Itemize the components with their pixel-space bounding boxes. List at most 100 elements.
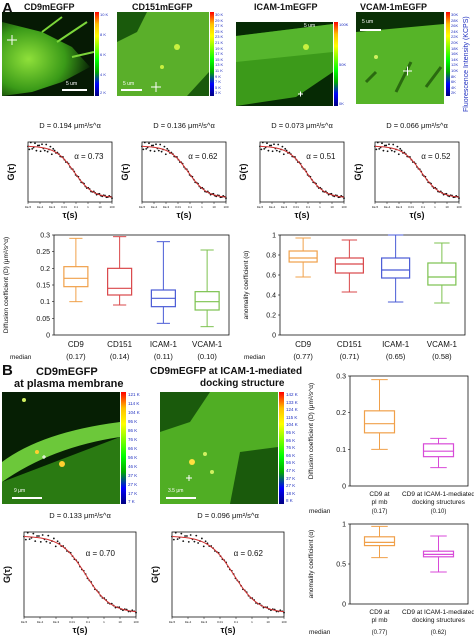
fcs-data-point [376, 141, 379, 144]
category-label: CD9 [68, 340, 85, 349]
fcs-data-point [52, 147, 55, 150]
fcs-fit-line [27, 145, 113, 198]
fcs-ylabel: G(τ) [6, 163, 16, 180]
fcs-fit-line [171, 536, 285, 613]
fcs-xtick-label: 1E-4 [37, 205, 44, 209]
cbar-tick: 104 K [286, 422, 298, 428]
fcs-xtick-label: 1E-4 [384, 205, 391, 209]
cbar-tick: 95 K [286, 430, 296, 435]
fcs-data-point [50, 153, 53, 156]
median-value-label: (0.11) [154, 352, 174, 361]
fcs-data-point [174, 531, 177, 534]
fcs-xtick-label: 0.1 [421, 205, 426, 209]
plot-frame [349, 523, 469, 605]
fcs-xtick-label: 0.1 [86, 620, 91, 624]
fcs-data-point [56, 540, 59, 543]
fcs-data-point [193, 540, 196, 543]
fcs-plot-frame [374, 141, 460, 203]
ytick-label: 0.05 [36, 316, 50, 323]
fcs-diffusion-label: D = 0.073 μm²/s^α [271, 121, 333, 130]
fcs-data-point [49, 542, 52, 544]
fcs-data-point [273, 143, 275, 146]
fcs-diffusion-label: D = 0.066 μm²/s^α [386, 121, 448, 130]
fcs-xtick-label: 1E-3 [49, 205, 56, 209]
image-title-b1-line2: at plasma membrane [14, 378, 124, 390]
fcs-data-point [197, 542, 200, 544]
fcs-xtick-label: 1E-3 [53, 620, 60, 624]
fcs-xtick-label: 0.01 [217, 620, 223, 624]
y-axis-label: Diffusion coefficient (D) (μm²/s^α) [3, 237, 10, 333]
fcs-xtick-label: 1E-4 [151, 205, 158, 209]
scalebar-label-icam1: 5 um [304, 23, 316, 29]
fcs-alpha-label: α = 0.70 [86, 549, 116, 558]
cbar-tick: 66 K [286, 452, 296, 458]
cbar-tick: 29 K [215, 17, 224, 23]
colorbar-labels-cd151: 30 K 29 K 27 K 25 K 23 K 21 K 19 K 17 K … [215, 12, 225, 96]
cbar-tick: 21 K [215, 40, 224, 45]
fcs-data-point [375, 148, 378, 151]
fcs-data-point [261, 141, 264, 144]
fcs-fit-line [23, 536, 137, 613]
fcs-xlabel: τ(s) [220, 625, 235, 635]
ytick-label: 0.3 [40, 233, 50, 240]
cbar-tick: 66 K [128, 446, 138, 451]
fcs-xlabel: τ(s) [409, 210, 424, 220]
cbar-tick: 18K [451, 45, 459, 51]
micrograph-icam1: 5 um [236, 22, 333, 106]
cbar-tick: 4K [451, 84, 456, 90]
median-value-label: (0.10) [431, 509, 447, 515]
fcs-data-point [31, 147, 34, 150]
cbar-tick: 0K [339, 101, 344, 106]
cbar-tick: 37 K [128, 473, 138, 478]
fcs-xtick-label: 1E-4 [269, 205, 276, 209]
fcs-data-point [396, 145, 399, 148]
cbar-tick: 86 K [286, 437, 296, 443]
median-value-label: (0.17) [372, 509, 388, 515]
colorbar-labels-cd9: 10 K 8 K 6 K 4 K 2 K [100, 12, 110, 96]
fcs-curve-plot: D = 0.136 μm²/s^α α = 0.62 G(τ) τ(s) 1E-5 1E-… [120, 121, 229, 220]
colorbar-icam1 [334, 22, 338, 106]
cbar-tick: 121 K [128, 392, 140, 397]
fcs-data-point [381, 142, 383, 145]
median-row-label: median [10, 354, 32, 361]
fcs-data-point [184, 535, 186, 537]
fcs-ylabel: G(τ) [120, 163, 130, 180]
fcs-data-point [166, 147, 169, 150]
cbar-tick: 76 K [128, 437, 138, 442]
fcs-data-point [28, 538, 31, 541]
category-label: ICAM-1 [382, 340, 410, 349]
micrograph-cd9-plasma-membrane: 9 μm [2, 392, 120, 504]
fcs-data-point [275, 149, 278, 152]
box [363, 536, 396, 547]
cbar-tick: 2 K [100, 90, 107, 95]
fcs-xtick-label: 1E-4 [37, 620, 44, 624]
cbar-tick: 114 K [128, 401, 140, 406]
cbar-tick: 124 K [286, 407, 298, 413]
fcs-data-point [145, 147, 148, 150]
cbar-tick: 2K [451, 90, 456, 96]
plot-frame [279, 234, 466, 336]
fcs-xtick-label: 1 [251, 620, 253, 624]
fcs-data-point [281, 145, 284, 148]
fcs-data-point [34, 540, 37, 542]
colorbar-b1 [121, 392, 126, 504]
fcs-data-point [282, 153, 285, 156]
fcs-data-point [267, 149, 270, 152]
fcs-alpha-label: α = 0.52 [421, 152, 451, 161]
fcs-xtick-label: 0.01 [61, 205, 67, 209]
category-label: VCAM-1 [192, 340, 223, 349]
ytick-label: 0.1 [336, 447, 346, 454]
box [288, 250, 318, 263]
fcs-data-point [399, 147, 402, 150]
fcs-data-point [163, 145, 166, 148]
fcs-xtick-label: 0.1 [306, 205, 311, 209]
fcs-data-point [176, 538, 179, 541]
fcs-data-point [189, 534, 192, 536]
cbar-tick: 142 K [286, 392, 298, 397]
micrograph-cd151: 5 um [117, 12, 209, 96]
fcs-xtick-label: 10 [212, 205, 216, 209]
median-value-label: (0.14) [110, 352, 130, 361]
colorbar-labels-b2: 142 K 133 K 124 K 115 K 104 K 95 K 86 K … [286, 392, 300, 504]
plot-frame [349, 375, 469, 487]
